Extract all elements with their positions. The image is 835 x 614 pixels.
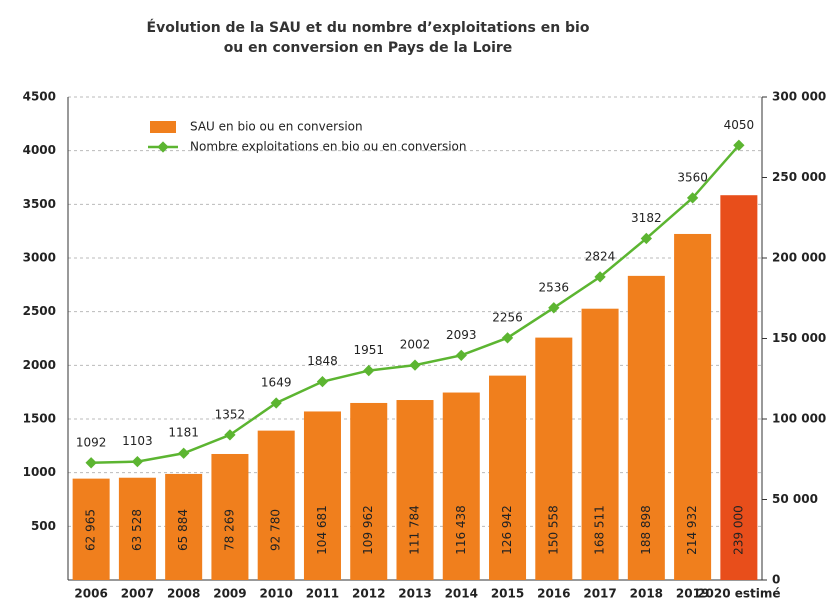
bar <box>211 453 249 580</box>
line-value-label: 3182 <box>631 211 662 225</box>
x-tick-label: 2015 <box>491 587 524 601</box>
bar <box>674 233 712 580</box>
y-tick-label: 1500 <box>23 412 56 426</box>
line-marker <box>131 455 144 468</box>
bar <box>720 195 758 580</box>
y-tick-label: 2500 <box>23 304 56 318</box>
legend-label: SAU en bio ou en conversion <box>190 120 363 134</box>
bar <box>489 375 527 580</box>
y-tick-label: 2000 <box>23 358 56 372</box>
y2-tick-label: 150 000 <box>772 331 826 345</box>
bar-value-label: 214 932 <box>685 505 699 555</box>
line-value-label: 1352 <box>215 407 246 421</box>
y-tick-label: 1000 <box>23 465 56 479</box>
bar-value-label: 104 681 <box>315 505 329 555</box>
line-value-label: 2536 <box>539 280 570 294</box>
bar <box>72 478 110 580</box>
x-tick-label: 2019 <box>676 587 709 601</box>
bar <box>118 477 156 580</box>
line-value-label: 1951 <box>353 343 384 357</box>
bar-value-label: 111 784 <box>408 505 422 555</box>
bar-value-label: 126 942 <box>500 505 514 555</box>
y-tick-label: 4000 <box>23 143 56 157</box>
y2-tick-label: 250 000 <box>772 170 826 184</box>
bar <box>396 400 434 580</box>
y-tick-label: 3000 <box>23 251 56 265</box>
line-value-label: 1092 <box>76 435 107 449</box>
line-marker <box>178 447 190 459</box>
y-tick-label: 500 <box>31 519 56 533</box>
x-tick-label: 2018 <box>630 587 663 601</box>
line-marker <box>409 359 421 371</box>
bar <box>350 402 388 580</box>
line-value-label: 1649 <box>261 376 292 390</box>
y-tick-label: 4500 <box>23 90 56 104</box>
y2-tick-label: 200 000 <box>772 251 826 265</box>
x-tick-label: 2006 <box>74 587 107 601</box>
bar-value-label: 78 269 <box>222 509 236 551</box>
x-tick-label: 2007 <box>121 587 154 601</box>
line-marker <box>316 375 329 388</box>
line-marker <box>594 271 606 283</box>
x-tick-label: 2014 <box>445 587 478 601</box>
bar <box>535 337 573 580</box>
y2-tick-label: 300 000 <box>772 90 826 104</box>
bar-value-label: 168 511 <box>593 505 607 555</box>
x-tick-label: 2020 estimé <box>697 587 780 601</box>
line-marker <box>270 397 282 409</box>
chart-title: ou en conversion en Pays de la Loire <box>224 40 513 56</box>
line-marker <box>501 332 514 344</box>
line-value-label: 2093 <box>446 328 477 342</box>
line-value-label: 1181 <box>168 426 199 440</box>
line-marker <box>548 302 560 314</box>
line-value-label: 4050 <box>724 118 755 132</box>
line-value-label: 2256 <box>492 310 523 324</box>
line-value-label: 1848 <box>307 354 338 368</box>
line-marker <box>640 232 652 245</box>
legend-label: Nombre exploitations en bio ou en conver… <box>190 140 466 154</box>
y2-tick-label: 50 000 <box>772 492 818 506</box>
legend-swatch <box>150 121 176 133</box>
y2-tick-label: 100 000 <box>772 412 826 426</box>
line-value-label: 3560 <box>677 170 708 184</box>
line-value-label: 1103 <box>122 434 153 448</box>
line-value-label: 2002 <box>400 338 431 352</box>
chart-title: Évolution de la SAU et du nombre d’explo… <box>147 19 590 36</box>
x-tick-label: 2016 <box>537 587 570 601</box>
x-tick-label: 2009 <box>213 587 246 601</box>
bar <box>581 308 619 580</box>
legend-marker <box>157 141 169 153</box>
x-tick-label: 2017 <box>583 587 616 601</box>
y2-tick-label: 0 <box>772 573 780 587</box>
line-marker <box>363 364 375 377</box>
line-marker <box>733 139 745 151</box>
x-tick-label: 2013 <box>398 587 431 601</box>
bar <box>257 430 295 580</box>
bar-value-label: 92 780 <box>269 509 283 551</box>
x-tick-label: 2010 <box>259 587 292 601</box>
line-marker <box>686 192 699 204</box>
bar <box>165 473 203 580</box>
bar-value-label: 63 528 <box>130 509 144 551</box>
bar <box>627 275 665 580</box>
bar <box>442 392 480 580</box>
x-tick-label: 2008 <box>167 587 200 601</box>
bar-value-label: 116 438 <box>454 505 468 555</box>
bar <box>303 411 341 580</box>
bar-value-label: 109 962 <box>361 505 375 555</box>
line-value-label: 2824 <box>585 249 616 263</box>
bar-value-label: 239 000 <box>731 505 745 555</box>
y-tick-label: 3500 <box>23 197 56 211</box>
bar-value-label: 62 965 <box>84 509 98 551</box>
x-tick-label: 2011 <box>306 587 339 601</box>
line-marker <box>224 429 236 441</box>
bar-value-label: 150 558 <box>546 505 560 555</box>
bar-value-label: 188 898 <box>639 505 653 555</box>
x-tick-label: 2012 <box>352 587 385 601</box>
line-marker <box>455 349 467 362</box>
line-marker <box>85 457 97 469</box>
bar-value-label: 65 884 <box>176 509 190 551</box>
